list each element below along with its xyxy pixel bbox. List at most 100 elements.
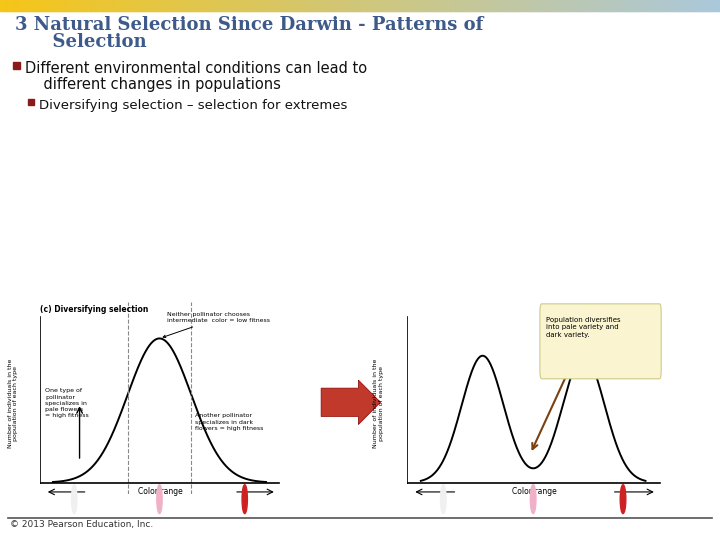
Bar: [691, 0, 695, 11]
Bar: [341, 0, 344, 11]
Text: © 2013 Pearson Education, Inc.: © 2013 Pearson Education, Inc.: [10, 521, 153, 530]
Bar: [542, 0, 546, 11]
Bar: [348, 0, 351, 11]
Bar: [441, 0, 445, 11]
Bar: [34, 0, 37, 11]
Bar: [583, 0, 587, 11]
Bar: [585, 0, 589, 11]
Bar: [432, 0, 436, 11]
Bar: [578, 0, 582, 11]
Bar: [662, 0, 666, 11]
Bar: [72, 0, 76, 11]
Bar: [91, 0, 94, 11]
Bar: [513, 0, 517, 11]
Bar: [228, 0, 231, 11]
Bar: [43, 0, 47, 11]
Bar: [204, 0, 207, 11]
Bar: [698, 0, 702, 11]
Bar: [463, 0, 467, 11]
Bar: [521, 0, 524, 11]
Bar: [365, 0, 368, 11]
Bar: [684, 0, 688, 11]
FancyBboxPatch shape: [540, 304, 661, 379]
Bar: [156, 0, 159, 11]
Bar: [670, 0, 673, 11]
Bar: [490, 0, 493, 11]
Bar: [99, 0, 102, 11]
Circle shape: [441, 485, 446, 514]
Bar: [5, 0, 8, 11]
Bar: [317, 0, 320, 11]
Bar: [405, 0, 409, 11]
Bar: [187, 0, 191, 11]
Bar: [610, 0, 613, 11]
Bar: [28, 99, 34, 105]
Bar: [113, 0, 116, 11]
Bar: [84, 0, 87, 11]
Bar: [331, 0, 335, 11]
Bar: [189, 0, 193, 11]
Bar: [675, 0, 678, 11]
Bar: [607, 0, 611, 11]
Bar: [660, 0, 663, 11]
Bar: [590, 0, 594, 11]
Bar: [679, 0, 683, 11]
Bar: [711, 0, 714, 11]
Bar: [209, 0, 212, 11]
Bar: [302, 0, 306, 11]
Bar: [81, 0, 85, 11]
Bar: [564, 0, 567, 11]
Bar: [559, 0, 562, 11]
Bar: [631, 0, 634, 11]
Bar: [182, 0, 186, 11]
Bar: [398, 0, 402, 11]
Bar: [600, 0, 603, 11]
FancyArrow shape: [321, 380, 381, 424]
Bar: [518, 0, 522, 11]
Bar: [238, 0, 241, 11]
Bar: [233, 0, 236, 11]
Text: Another pollinator
specializes in dark
flowers = high fitness: Another pollinator specializes in dark f…: [195, 413, 264, 431]
Bar: [110, 0, 114, 11]
Bar: [60, 0, 63, 11]
Text: Number of individuals in the
population of each type: Number of individuals in the population …: [7, 359, 18, 448]
Bar: [96, 0, 99, 11]
Bar: [571, 0, 575, 11]
Bar: [451, 0, 454, 11]
Bar: [14, 0, 18, 11]
Bar: [470, 0, 474, 11]
Bar: [437, 0, 440, 11]
Bar: [374, 0, 378, 11]
Bar: [499, 0, 503, 11]
Circle shape: [71, 485, 77, 514]
Bar: [526, 0, 529, 11]
Bar: [466, 0, 469, 11]
Bar: [535, 0, 539, 11]
Bar: [0, 0, 4, 11]
Bar: [473, 0, 476, 11]
Bar: [626, 0, 630, 11]
Bar: [506, 0, 510, 11]
Bar: [554, 0, 558, 11]
Bar: [122, 0, 126, 11]
Bar: [369, 0, 373, 11]
Bar: [667, 0, 670, 11]
Bar: [207, 0, 210, 11]
Bar: [132, 0, 135, 11]
Circle shape: [620, 485, 626, 514]
Bar: [420, 0, 423, 11]
Bar: [230, 0, 234, 11]
Bar: [79, 0, 83, 11]
Bar: [355, 0, 359, 11]
Bar: [286, 0, 289, 11]
Bar: [67, 0, 71, 11]
Bar: [38, 0, 42, 11]
Bar: [459, 0, 462, 11]
Text: Color range: Color range: [512, 488, 557, 496]
Bar: [173, 0, 176, 11]
Bar: [715, 0, 719, 11]
Bar: [45, 0, 49, 11]
Bar: [17, 0, 20, 11]
Bar: [27, 0, 30, 11]
Bar: [415, 0, 418, 11]
